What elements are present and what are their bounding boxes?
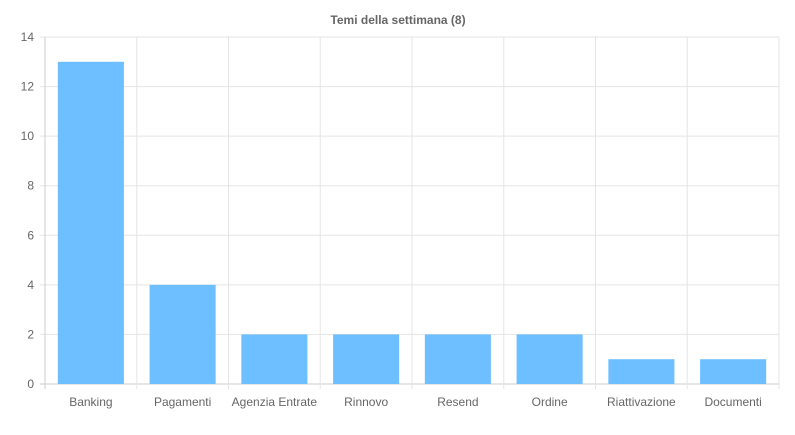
bar-agenzia-entrate[interactable] [241,334,308,384]
x-tick-label: Ordine [532,395,568,409]
x-tick-label: Agenzia Entrate [232,395,318,409]
y-tick-label: 14 [21,30,35,44]
x-tick-label: Pagamenti [154,395,211,409]
bar-riattivazione[interactable] [608,359,675,384]
bar-resend[interactable] [424,334,491,384]
x-tick-label: Documenti [704,395,761,409]
bar-ordine[interactable] [516,334,583,384]
chart-title: Temi della settimana (8) [330,13,465,27]
y-tick-label: 10 [21,129,35,143]
bar-pagamenti[interactable] [149,284,216,384]
y-tick-label: 12 [21,80,35,94]
x-tick-label: Banking [69,395,112,409]
bar-rinnovo[interactable] [333,334,400,384]
y-tick-label: 8 [27,179,34,193]
y-axis-ticks: 0 2 4 6 8 10 12 14 [21,30,35,391]
bar-banking[interactable] [57,61,124,385]
x-tick-label: Rinnovo [344,395,388,409]
y-tick-label: 0 [27,377,34,391]
x-tick-label: Resend [437,395,478,409]
x-tick-label: Riattivazione [607,395,676,409]
bar-documenti[interactable] [700,359,767,384]
bars [57,61,767,385]
y-tick-label: 6 [27,228,34,242]
x-axis-ticks: Banking Pagamenti Agenzia Entrate Rinnovo Re… [69,395,762,409]
y-tick-label: 4 [27,278,34,292]
y-tick-label: 2 [27,327,34,341]
